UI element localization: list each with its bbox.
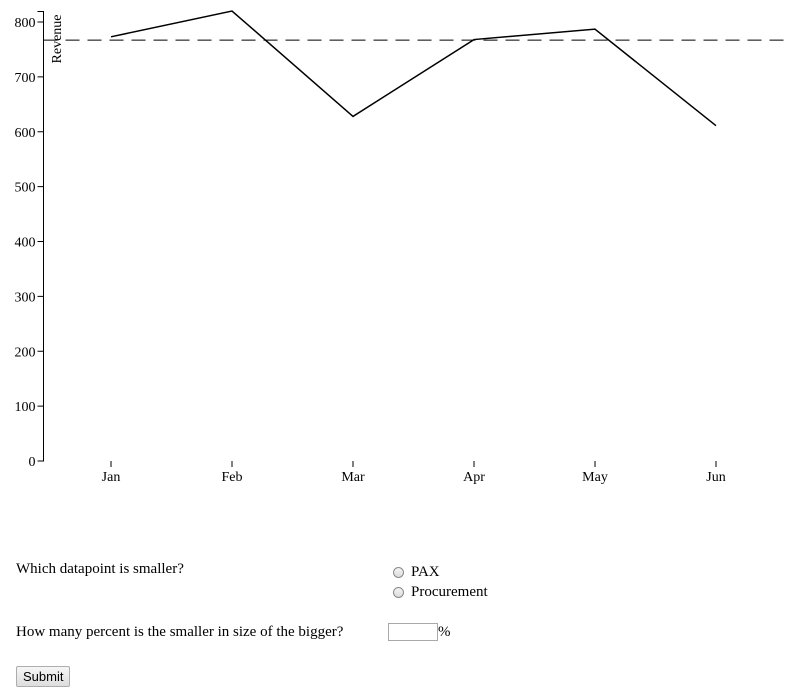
option-pax[interactable]: PAX (392, 562, 488, 582)
y-axis: 0 100 200 300 400 500 600 700 800 (15, 11, 44, 470)
series-line (110, 10, 717, 127)
y-tick-label: 800 (15, 16, 36, 31)
y-tick-label: 400 (15, 236, 36, 251)
y-axis-line (37, 11, 44, 462)
y-tick-label: 500 (15, 181, 36, 196)
answer-options: PAX Procurement (392, 562, 488, 602)
submit-button[interactable]: Submit (16, 666, 71, 687)
x-tick-label: Feb (222, 470, 243, 485)
y-tick-label: 600 (15, 126, 36, 141)
percent-input[interactable] (388, 623, 438, 641)
x-tick-label: Mar (341, 470, 365, 485)
y-tick-label: 300 (15, 290, 36, 305)
question-2-text: How many percent is the smaller in size … (16, 624, 344, 640)
y-tick-label: 0 (29, 455, 36, 470)
option-label: Procurement (411, 583, 488, 600)
y-axis-label: Revenue (50, 15, 65, 64)
x-tick-label: May (582, 470, 608, 485)
x-tick-label: Jun (706, 470, 725, 485)
y-tick-label: 200 (15, 345, 36, 360)
y-tick-label: 100 (15, 400, 36, 415)
radio-button[interactable] (393, 566, 404, 578)
y-tick-label: 700 (15, 71, 36, 86)
percent-unit: % (438, 623, 451, 640)
line-chart: 0 100 200 300 400 500 600 700 800 Jan Feb Mar Apr Ma… (15, 10, 790, 485)
radio-button[interactable] (393, 586, 404, 598)
question-1-text: Which datapoint is smaller? (16, 561, 184, 577)
x-tick-label: Apr (463, 470, 485, 485)
option-procurement[interactable]: Procurement (392, 582, 488, 602)
option-label: PAX (411, 563, 440, 580)
percent-answer: % (388, 623, 451, 641)
x-tick-label: Jan (102, 470, 121, 485)
x-axis: Jan Feb Mar Apr May Jun (102, 461, 726, 485)
